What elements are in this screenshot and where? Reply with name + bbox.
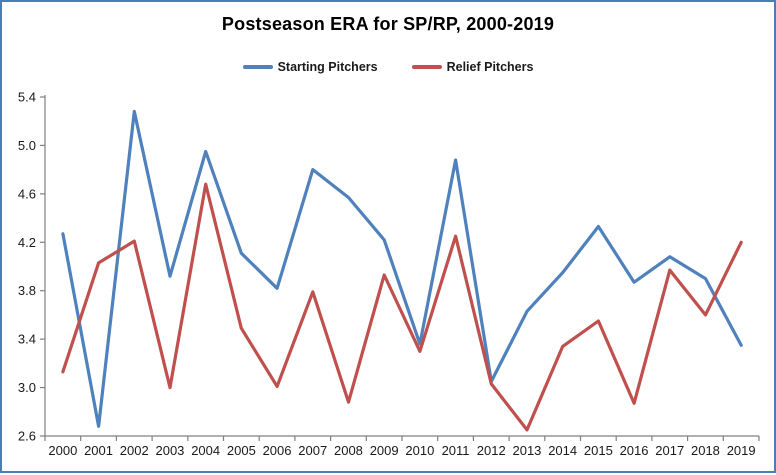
y-axis-tick-label: 2.6	[18, 429, 36, 444]
x-axis-tick-label: 2002	[120, 443, 149, 458]
legend-item-starting-pitchers: Starting Pitchers	[242, 60, 378, 74]
starting-pitchers-line-swatch-icon	[242, 65, 273, 69]
x-axis-tick-label: 2003	[155, 443, 184, 458]
x-axis-tick-label: 2010	[405, 443, 434, 458]
y-axis-tick-label: 5.4	[18, 90, 36, 105]
x-axis-tick-label: 2008	[334, 443, 363, 458]
x-axis-tick-label: 2004	[191, 443, 220, 458]
x-axis-tick-label: 2001	[84, 443, 113, 458]
x-axis-tick-label: 2000	[48, 443, 77, 458]
x-axis-tick-label: 2013	[512, 443, 541, 458]
y-axis-tick-label: 3.4	[18, 332, 36, 347]
relief-pitchers-line-swatch-icon	[411, 65, 442, 69]
x-axis-tick-label: 2017	[655, 443, 684, 458]
x-axis-tick-label: 2018	[691, 443, 720, 458]
chart-title: Postseason ERA for SP/RP, 2000-2019	[221, 14, 555, 34]
x-axis-tick-label: 2005	[227, 443, 256, 458]
y-axis-tick-label: 3.0	[18, 380, 36, 395]
x-axis-tick-label: 2015	[584, 443, 613, 458]
x-axis-tick-label: 2006	[263, 443, 292, 458]
legend-label: Starting Pitchers	[277, 60, 378, 74]
starting-pitchers-line	[61, 109, 743, 428]
relief-pitchers-line	[61, 182, 743, 432]
y-axis-tick-label: 3.8	[18, 283, 36, 298]
x-axis-tick-label: 2011	[442, 443, 470, 458]
legend-label: Relief Pitchers	[446, 60, 534, 74]
chart-legend: Starting Pitchers Relief Pitchers	[2, 60, 774, 74]
y-axis-tick-label: 4.2	[18, 235, 36, 250]
legend-item-relief-pitchers: Relief Pitchers	[411, 60, 534, 74]
x-axis-tick-label: 2009	[370, 443, 399, 458]
x-axis-tick-label: 2019	[727, 443, 756, 458]
y-axis-tick-label: 5.0	[18, 138, 36, 153]
x-axis-tick-label: 2012	[477, 443, 506, 458]
y-axis-tick-label: 4.6	[18, 186, 36, 201]
x-axis-tick-label: 2016	[620, 443, 649, 458]
x-axis-tick-label: 2014	[548, 443, 577, 458]
x-axis-tick-label: 2007	[298, 443, 327, 458]
